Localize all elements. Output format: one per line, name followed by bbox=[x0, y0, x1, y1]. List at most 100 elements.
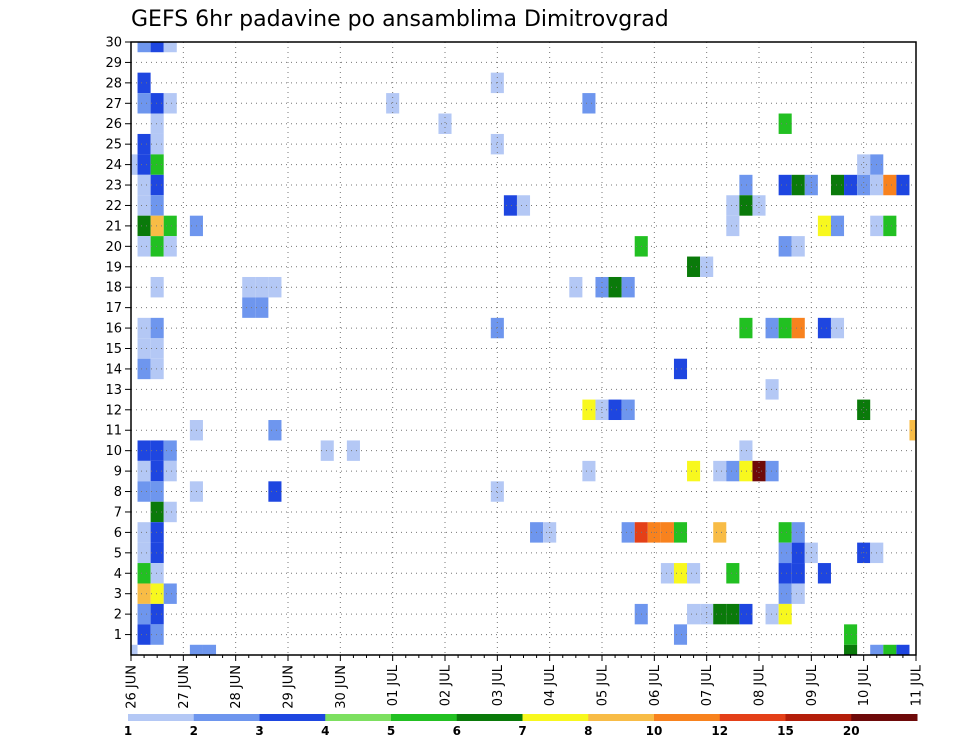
y-tick-label: 7 bbox=[114, 505, 122, 520]
legend-swatch bbox=[719, 714, 786, 721]
heatmap-cell bbox=[778, 603, 792, 625]
heatmap-cell bbox=[752, 460, 766, 482]
heatmap-cell bbox=[490, 317, 504, 339]
legend-label: 1 bbox=[124, 724, 132, 738]
heatmap-cell bbox=[131, 154, 138, 175]
heatmap-cell bbox=[163, 501, 177, 523]
x-tick-label: 27 JUN bbox=[177, 665, 192, 709]
heatmap-cell bbox=[778, 174, 792, 196]
heatmap-cell bbox=[778, 113, 792, 134]
x-tick-label: 28 JUN bbox=[229, 665, 244, 709]
heatmap-cell bbox=[739, 174, 753, 196]
x-tick-label: 29 JUN bbox=[282, 665, 297, 709]
heatmap-cell bbox=[621, 522, 635, 543]
legend-swatch bbox=[654, 714, 721, 721]
heatmap-cell bbox=[150, 603, 164, 625]
heatmap-cell bbox=[883, 644, 897, 655]
heatmap-cell bbox=[137, 195, 151, 216]
legend-swatch bbox=[193, 714, 260, 721]
heatmap-cell bbox=[791, 522, 805, 543]
heatmap-cell bbox=[137, 174, 151, 196]
heatmap-cell bbox=[582, 399, 596, 421]
heatmap-cell bbox=[791, 583, 805, 604]
heatmap-cell bbox=[857, 399, 871, 421]
x-tick-label: 01 JUL bbox=[386, 664, 401, 706]
heatmap-cell bbox=[713, 460, 727, 482]
y-tick-label: 15 bbox=[105, 342, 122, 357]
y-tick-label: 1 bbox=[114, 628, 122, 643]
y-tick-label: 28 bbox=[105, 76, 122, 91]
heatmap-cell bbox=[163, 93, 177, 114]
legend-label: 5 bbox=[387, 724, 395, 738]
heatmap-cell bbox=[569, 276, 583, 298]
heatmap-cell bbox=[150, 317, 164, 339]
x-tick-label: 26 JUN bbox=[125, 665, 140, 709]
heatmap-cell bbox=[673, 522, 688, 543]
x-tick-label: 09 JUL bbox=[805, 664, 820, 706]
heatmap-cell bbox=[857, 154, 871, 175]
heatmap-cell bbox=[150, 133, 164, 155]
x-tick-label: 02 JUL bbox=[439, 664, 454, 706]
heatmap-cell bbox=[137, 317, 151, 339]
heatmap-cell bbox=[726, 563, 740, 584]
heatmap-cell bbox=[830, 174, 845, 196]
heatmap-cell bbox=[726, 603, 740, 625]
y-tick-label: 29 bbox=[105, 56, 122, 71]
heatmap-cell bbox=[726, 195, 740, 216]
y-tick-label: 8 bbox=[114, 485, 122, 500]
legend-label: 12 bbox=[711, 724, 728, 738]
heatmap-cell bbox=[137, 72, 151, 94]
x-tick-label: 05 JUL bbox=[596, 664, 611, 706]
heatmap-cell bbox=[608, 399, 622, 421]
heatmap-cell bbox=[268, 420, 282, 441]
heatmap-cell bbox=[150, 276, 164, 298]
legend-swatch bbox=[522, 714, 589, 721]
heatmap-cell bbox=[673, 563, 688, 584]
legend-label: 2 bbox=[190, 724, 198, 738]
heatmap-cell bbox=[660, 522, 674, 543]
heatmap-cell bbox=[150, 113, 164, 134]
heatmap-cell bbox=[791, 317, 805, 339]
y-tick-label: 10 bbox=[105, 444, 122, 459]
heatmap-cell bbox=[150, 93, 164, 114]
y-tick-label: 23 bbox=[105, 179, 122, 194]
y-tick-label: 16 bbox=[105, 322, 122, 337]
legend-swatch bbox=[785, 714, 852, 721]
heatmap-cell bbox=[150, 460, 164, 482]
heatmap-cell bbox=[150, 440, 164, 461]
heatmap-cell bbox=[582, 460, 596, 482]
heatmap-cell bbox=[320, 440, 334, 461]
heatmap-cell bbox=[150, 583, 164, 604]
heatmap-cell bbox=[163, 42, 177, 53]
heatmap-cell bbox=[687, 256, 701, 277]
heatmap-cell bbox=[137, 460, 151, 482]
heatmap-cell bbox=[621, 276, 635, 298]
heatmap-cell bbox=[163, 460, 177, 482]
y-tick-label: 3 bbox=[114, 587, 122, 602]
heatmap-cell bbox=[490, 481, 504, 502]
heatmap-cell bbox=[909, 420, 916, 441]
heatmap-cell bbox=[817, 215, 831, 237]
heatmap-cell bbox=[791, 542, 805, 564]
heatmap-cell bbox=[137, 624, 151, 645]
heatmap-cell bbox=[268, 276, 282, 298]
heatmap-cell bbox=[752, 195, 766, 216]
heatmap-cell bbox=[687, 603, 701, 625]
color-legend: 1 2 3 4 5 6 7 8 10 12 15 20 bbox=[124, 714, 918, 738]
heatmap-cells bbox=[131, 42, 916, 655]
heatmap-cell bbox=[163, 583, 177, 604]
heatmap-cell bbox=[608, 276, 622, 298]
x-tick-label: 04 JUL bbox=[543, 664, 558, 706]
heatmap-cell bbox=[883, 215, 897, 237]
heatmap-cell bbox=[778, 563, 792, 584]
heatmap-cell bbox=[765, 460, 779, 482]
x-axis: 26 JUN 27 JUN 28 JUN 29 JUN 30 JUN 01 JUL 02 J… bbox=[125, 655, 925, 709]
heatmap-cell bbox=[673, 358, 688, 380]
heatmap-cell bbox=[137, 236, 151, 257]
heatmap-cell bbox=[516, 195, 531, 216]
heatmap-cell bbox=[242, 276, 256, 298]
x-tick-label: 06 JUL bbox=[648, 664, 663, 706]
y-tick-label: 12 bbox=[105, 403, 122, 418]
heatmap-cell bbox=[137, 542, 151, 564]
